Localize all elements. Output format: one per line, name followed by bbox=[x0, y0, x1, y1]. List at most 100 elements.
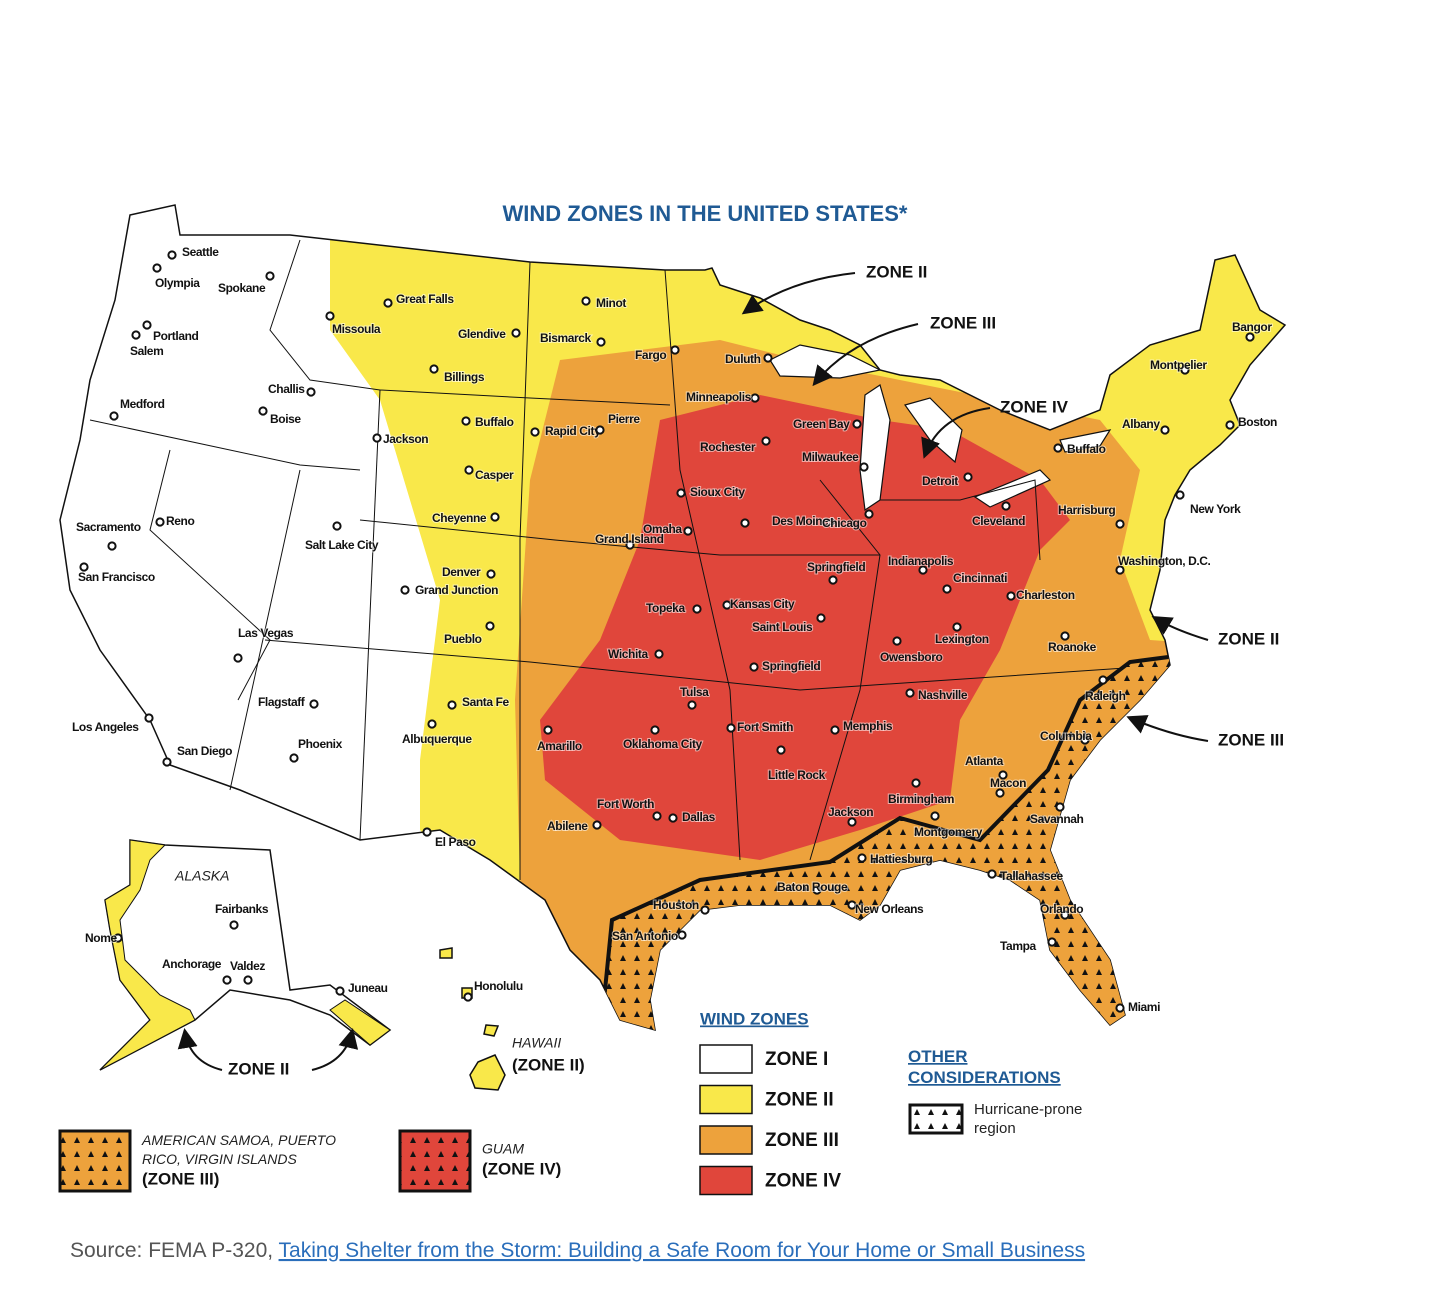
callouts: ZONE II ZONE III ZONE IV ZONE II ZONE II… bbox=[177, 262, 1284, 1078]
callout-label: ZONE III bbox=[1218, 730, 1284, 749]
city-label: Topeka bbox=[646, 601, 685, 615]
callout-arrow bbox=[177, 1028, 223, 1071]
city-dot bbox=[306, 387, 316, 397]
city-dot bbox=[113, 933, 123, 943]
city-label: Miami bbox=[1128, 1000, 1160, 1014]
city-label: Rochester bbox=[700, 440, 756, 454]
city-label: Tallahassee bbox=[1000, 869, 1063, 883]
state-line bbox=[664, 269, 741, 861]
city-dot bbox=[1060, 631, 1070, 641]
city-label: Sioux City bbox=[690, 485, 745, 499]
city-label: Reno bbox=[166, 514, 194, 528]
city-label: Pueblo bbox=[444, 632, 482, 646]
city-label: Honolulu bbox=[474, 979, 523, 993]
city-dot bbox=[155, 517, 165, 527]
city-label: Cheyenne bbox=[432, 511, 487, 525]
city-label: Rapid City bbox=[545, 424, 601, 438]
city-dot bbox=[486, 569, 496, 579]
callout-arrow bbox=[741, 272, 856, 315]
city-dot bbox=[1060, 910, 1070, 920]
city-label: Portland bbox=[153, 329, 199, 343]
city-label: San Diego bbox=[177, 744, 232, 758]
city-label: Birmingham bbox=[888, 792, 954, 806]
city-label: Las Vegas bbox=[238, 626, 294, 640]
city-label: Bismarck bbox=[540, 331, 592, 345]
city-label: New Orleans bbox=[855, 902, 924, 916]
city-label: Abilene bbox=[547, 819, 588, 833]
city-dot bbox=[859, 462, 869, 472]
city-label: Lexington bbox=[935, 632, 989, 646]
city-dot bbox=[222, 975, 232, 985]
city-label: Casper bbox=[475, 468, 514, 482]
city-label: Salt Lake City bbox=[305, 538, 379, 552]
state-line bbox=[149, 449, 271, 701]
state-line bbox=[269, 239, 381, 391]
city-label: Missoula bbox=[332, 322, 381, 336]
city-label: Springfield bbox=[807, 560, 865, 574]
lake-huron bbox=[904, 397, 963, 464]
island bbox=[469, 1054, 506, 1091]
city-dot bbox=[1115, 519, 1125, 529]
city-dot bbox=[243, 975, 253, 985]
city-label: Valdez bbox=[230, 959, 265, 973]
city-label: Fargo bbox=[635, 348, 666, 362]
city-label: Columbia bbox=[1040, 729, 1092, 743]
city-label: Bangor bbox=[1232, 320, 1272, 334]
city-label: Buffalo bbox=[475, 415, 514, 429]
city-label: Houston bbox=[653, 898, 699, 912]
city-dot bbox=[142, 320, 152, 330]
city-dot bbox=[1160, 425, 1170, 435]
alaska-label: ALASKA bbox=[174, 868, 229, 884]
city-label: Montgomery bbox=[914, 825, 983, 839]
city-label: Duluth bbox=[725, 352, 761, 366]
legend-label: ZONE I bbox=[765, 1049, 828, 1070]
city-dot bbox=[722, 600, 732, 610]
city-label: Hattiesburg bbox=[870, 852, 932, 866]
source-link[interactable]: Taking Shelter from the Storm: Building … bbox=[279, 1239, 1086, 1262]
lake-superior bbox=[769, 344, 882, 379]
city-dot bbox=[1225, 420, 1235, 430]
city-dot bbox=[952, 622, 962, 632]
city-dot bbox=[625, 540, 635, 550]
city-dot bbox=[511, 328, 521, 338]
territory-name: GUAM bbox=[482, 1141, 524, 1157]
city-label: Anchorage bbox=[162, 957, 222, 971]
city-dot bbox=[1245, 332, 1255, 342]
city-dot bbox=[692, 604, 702, 614]
city-dot bbox=[592, 820, 602, 830]
city-dot bbox=[1080, 735, 1090, 745]
city-dot bbox=[485, 621, 495, 631]
lake-erie bbox=[973, 469, 1052, 508]
city-dot bbox=[596, 337, 606, 347]
city-dot bbox=[1006, 591, 1016, 601]
city-dot bbox=[1175, 490, 1185, 500]
legend-label: ZONE II bbox=[765, 1090, 834, 1111]
city-dot bbox=[581, 296, 591, 306]
city-dot bbox=[152, 263, 162, 273]
city-dot bbox=[265, 271, 275, 281]
city-label: Wichita bbox=[608, 647, 648, 661]
city-dot bbox=[309, 699, 319, 709]
city-label: Omaha bbox=[643, 522, 682, 536]
city-label: Owensboro bbox=[880, 650, 942, 664]
city-label: Olympia bbox=[155, 276, 200, 290]
city-label: Juneau bbox=[348, 981, 388, 995]
territory-swatch bbox=[398, 1129, 472, 1193]
callout-label: ZONE II bbox=[1218, 629, 1279, 648]
city-label: Minot bbox=[596, 296, 626, 310]
city-label: Challis bbox=[268, 382, 305, 396]
city-dot bbox=[654, 649, 664, 659]
city-label: Milwaukee bbox=[802, 450, 859, 464]
state-lines bbox=[89, 239, 1171, 880]
city-label: Glendive bbox=[458, 327, 506, 341]
city-dot bbox=[650, 725, 660, 735]
city-label: Savannah bbox=[1030, 812, 1084, 826]
city-dot bbox=[372, 433, 382, 443]
legend-swatch bbox=[699, 1125, 753, 1155]
city-dot bbox=[687, 700, 697, 710]
callout-arrow bbox=[1126, 715, 1209, 742]
city-dot bbox=[144, 713, 154, 723]
legend-label: ZONE III bbox=[765, 1130, 839, 1151]
